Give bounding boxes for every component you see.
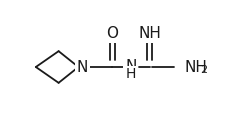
Text: NH: NH: [184, 59, 207, 75]
Text: 2: 2: [200, 65, 207, 75]
Text: N: N: [77, 59, 88, 75]
Text: H: H: [126, 67, 136, 81]
Text: N: N: [125, 59, 137, 74]
Text: NH: NH: [138, 26, 161, 41]
Text: O: O: [106, 26, 118, 41]
